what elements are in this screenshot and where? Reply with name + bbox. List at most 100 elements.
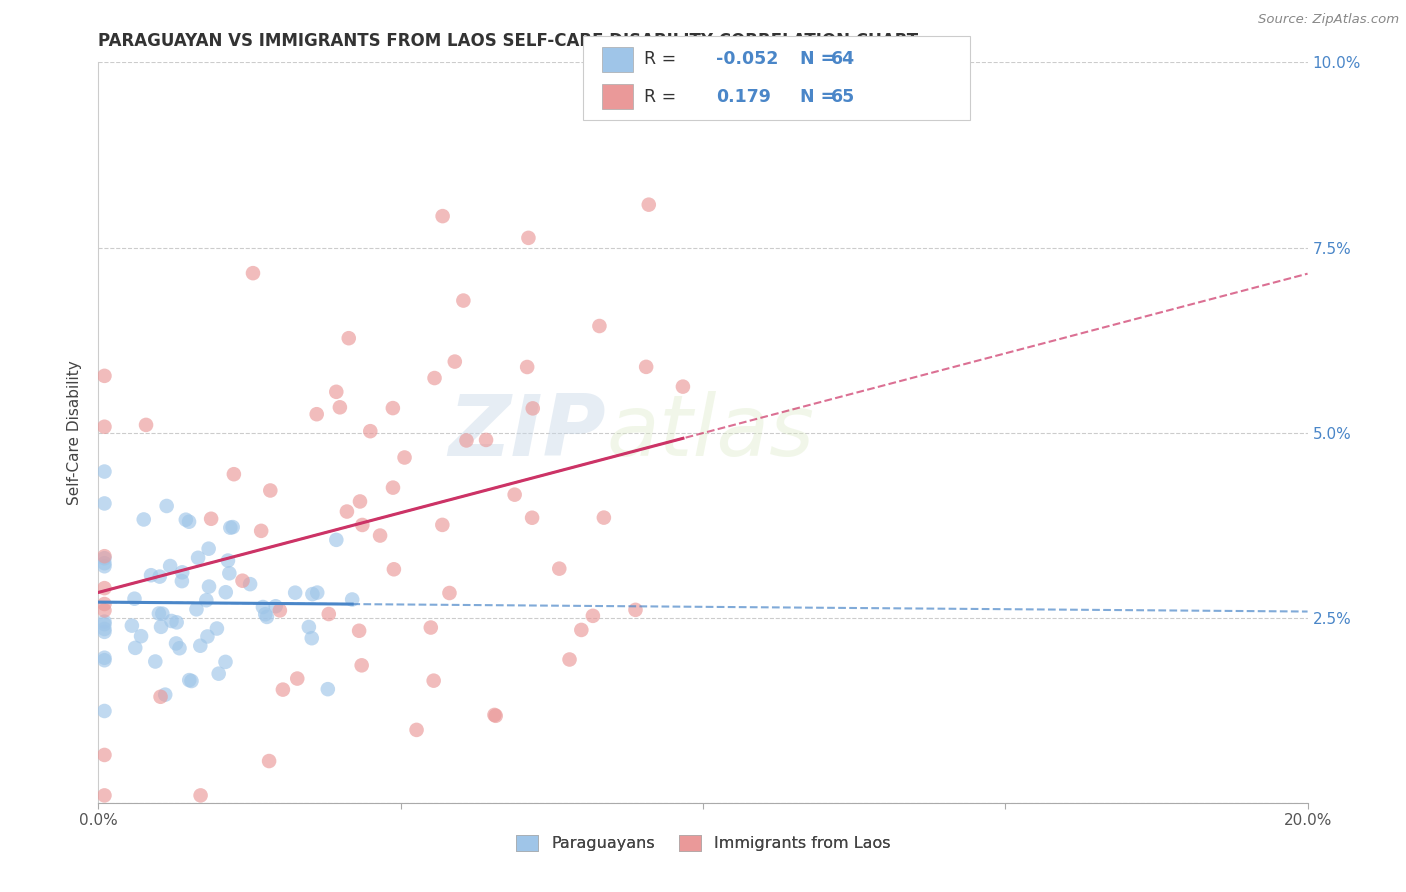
Point [150, 620, 173, 634]
Point [93, 597, 115, 611]
Point [522, 401, 544, 416]
Point [503, 488, 526, 502]
Point [231, 574, 253, 588]
Legend: Paraguayans, Immigrants from Laos: Paraguayans, Immigrants from Laos [509, 829, 897, 858]
Text: ZIP: ZIP [449, 391, 606, 475]
Point [382, 562, 405, 576]
Point [588, 318, 610, 333]
Point [250, 524, 273, 538]
Point [93, 496, 115, 510]
Point [381, 401, 404, 416]
Point [166, 615, 188, 630]
Point [453, 293, 475, 308]
Point [484, 707, 506, 722]
Point [285, 672, 308, 686]
Point [93, 465, 115, 479]
Point [93, 419, 115, 434]
Text: N =: N = [800, 51, 835, 69]
Y-axis label: Self-Care Disability: Self-Care Disability [67, 360, 83, 505]
Point [350, 658, 373, 673]
Point [405, 723, 427, 737]
Point [149, 569, 172, 583]
Point [135, 417, 157, 432]
Point [672, 379, 695, 393]
Point [174, 513, 197, 527]
Point [432, 517, 454, 532]
Point [217, 553, 239, 567]
Point [337, 331, 360, 345]
Point [93, 704, 115, 718]
Point [198, 580, 221, 594]
Point [197, 630, 219, 644]
Point [239, 577, 262, 591]
Point [129, 629, 152, 643]
Point [93, 622, 115, 636]
Point [172, 566, 194, 580]
Point [93, 559, 115, 574]
Point [188, 639, 211, 653]
Point [195, 593, 218, 607]
Point [150, 607, 173, 621]
Point [456, 434, 478, 448]
Point [269, 603, 291, 617]
Point [301, 631, 323, 645]
Point [132, 512, 155, 526]
Point [222, 467, 245, 482]
Point [93, 368, 115, 383]
Point [197, 541, 219, 556]
Point [624, 603, 647, 617]
Point [205, 622, 228, 636]
Point [180, 673, 202, 688]
Point [179, 673, 201, 687]
Point [187, 550, 209, 565]
Point [352, 518, 374, 533]
Point [325, 384, 347, 399]
Point [443, 354, 465, 368]
Point [186, 602, 208, 616]
Point [329, 401, 352, 415]
Text: -0.052: -0.052 [716, 51, 778, 69]
Point [156, 499, 179, 513]
Point [284, 585, 307, 599]
Text: PARAGUAYAN VS IMMIGRANTS FROM LAOS SELF-CARE DISABILITY CORRELATION CHART: PARAGUAYAN VS IMMIGRANTS FROM LAOS SELF-… [98, 32, 918, 50]
Point [93, 556, 115, 570]
Point [558, 652, 581, 666]
Point [439, 586, 461, 600]
Point [318, 607, 340, 621]
Point [93, 581, 115, 595]
Point [93, 747, 115, 762]
Point [423, 371, 446, 385]
Point [298, 620, 321, 634]
Text: 64: 64 [831, 51, 855, 69]
Point [170, 574, 193, 588]
Point [124, 591, 146, 606]
Point [475, 433, 498, 447]
Point [200, 512, 222, 526]
Point [520, 510, 543, 524]
Point [160, 614, 183, 628]
Point [215, 585, 238, 599]
Point [305, 407, 328, 421]
Text: R =: R = [644, 87, 676, 105]
Point [382, 481, 405, 495]
Point [93, 617, 115, 632]
Point [218, 566, 240, 581]
Text: Source: ZipAtlas.com: Source: ZipAtlas.com [1258, 13, 1399, 27]
Point [264, 599, 287, 614]
Point [485, 708, 508, 723]
Point [93, 624, 115, 639]
Point [307, 585, 329, 599]
Point [257, 754, 280, 768]
Point [139, 568, 162, 582]
Point [214, 655, 236, 669]
Point [93, 603, 115, 617]
Point [359, 424, 381, 438]
Point [159, 559, 181, 574]
Point [165, 636, 187, 650]
Point [208, 666, 231, 681]
Point [548, 562, 571, 576]
Text: atlas: atlas [606, 391, 814, 475]
Point [636, 359, 658, 374]
Point [637, 197, 659, 211]
Point [149, 690, 172, 704]
